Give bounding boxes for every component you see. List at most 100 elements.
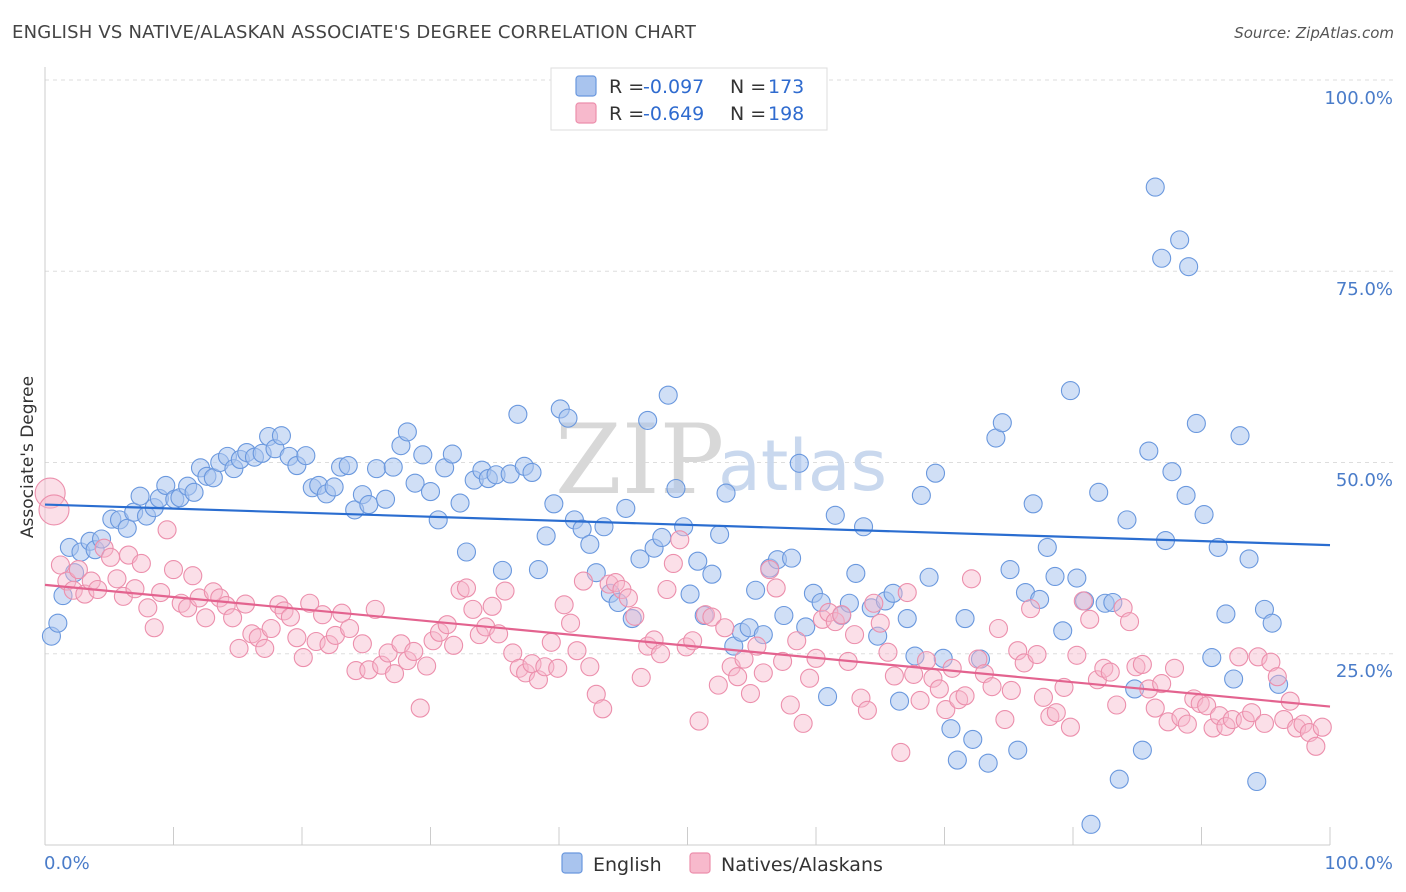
- english-point: [818, 687, 838, 707]
- x-tick-label: 100.0%: [1324, 853, 1393, 874]
- native-point: [904, 664, 924, 684]
- native-point: [787, 631, 807, 651]
- english-point: [572, 519, 592, 539]
- native-point: [417, 656, 437, 676]
- english-point: [1023, 494, 1043, 514]
- english-point: [925, 463, 946, 483]
- native-point: [1100, 662, 1120, 682]
- english-point: [428, 510, 448, 530]
- legend-n-value: 198: [768, 103, 804, 125]
- english-point: [1103, 592, 1123, 613]
- native-point: [897, 582, 917, 603]
- english-point: [450, 493, 470, 513]
- native-point: [456, 578, 477, 598]
- native-point: [313, 605, 333, 625]
- english-point: [1176, 485, 1196, 505]
- series-english-points: [41, 177, 1289, 834]
- native-point: [378, 643, 398, 663]
- english-point: [694, 605, 714, 626]
- english-point: [156, 475, 176, 496]
- english-point: [688, 551, 708, 571]
- native-point: [100, 547, 121, 567]
- english-point: [117, 518, 137, 538]
- native-point: [942, 658, 962, 678]
- native-point: [339, 618, 360, 639]
- native-point: [650, 644, 671, 664]
- english-point: [296, 446, 316, 466]
- english-point: [622, 609, 642, 629]
- y-tick-label: 25.0%: [1336, 661, 1393, 682]
- native-point: [157, 520, 177, 540]
- english-point: [1247, 771, 1267, 792]
- legend-swatch-english: [575, 75, 597, 97]
- english-point: [1162, 462, 1182, 482]
- native-point: [670, 530, 690, 550]
- english-point: [558, 408, 578, 428]
- native-point: [196, 608, 216, 628]
- source-label: Source: ZipAtlas.com: [1234, 24, 1394, 42]
- english-point: [1269, 674, 1289, 694]
- english-point: [710, 524, 730, 544]
- english-point: [702, 564, 722, 584]
- native-trend-line: [44, 583, 1331, 708]
- english-point: [544, 494, 564, 514]
- english-point: [508, 404, 528, 424]
- native-point: [444, 635, 464, 655]
- english-point: [911, 485, 931, 505]
- english-point: [638, 410, 658, 430]
- legend-r-value: -0.097: [643, 76, 704, 98]
- native-point: [144, 618, 164, 638]
- native-point: [1229, 647, 1249, 667]
- y-tick-label: 75.0%: [1336, 279, 1393, 300]
- legend-r-value: -0.649: [643, 103, 704, 125]
- english-point: [658, 385, 678, 405]
- native-point: [982, 677, 1002, 697]
- native-point: [753, 663, 773, 683]
- native-point: [261, 618, 281, 639]
- native-point: [352, 634, 372, 654]
- native-point: [1008, 641, 1028, 661]
- y-tick-label: 50.0%: [1336, 470, 1393, 491]
- english-point: [1067, 568, 1087, 588]
- english-point: [978, 753, 998, 773]
- native-point: [625, 606, 645, 626]
- native-point: [663, 553, 683, 574]
- native-point: [1267, 667, 1287, 687]
- native-point: [561, 613, 581, 633]
- native-point: [1306, 736, 1326, 756]
- english-point: [774, 605, 794, 626]
- native-point: [300, 593, 320, 613]
- native-point: [183, 566, 203, 586]
- legend-r-label: R =: [609, 103, 644, 125]
- native-point: [229, 638, 249, 658]
- native-point: [910, 690, 930, 710]
- native-point: [1197, 696, 1217, 716]
- native-point: [567, 641, 587, 661]
- native-point: [870, 613, 890, 633]
- english-point: [397, 422, 417, 442]
- english-point: [883, 583, 903, 603]
- native-point: [269, 595, 289, 615]
- english-point: [947, 750, 967, 770]
- native-point: [740, 683, 761, 704]
- trend-lines: [44, 503, 1331, 708]
- legend-frame: [550, 67, 828, 131]
- y-tick-label: 100.0%: [1324, 88, 1393, 109]
- english-point: [1139, 441, 1159, 461]
- english-point: [580, 534, 600, 554]
- native-point: [618, 588, 638, 608]
- x-tick-labels: 0.0% 100.0%: [44, 853, 1393, 874]
- english-point: [1053, 621, 1073, 641]
- native-point: [780, 695, 800, 715]
- english-point: [955, 609, 975, 629]
- english-point: [616, 498, 636, 518]
- english-point: [1202, 648, 1222, 668]
- native-point: [884, 666, 904, 686]
- english-point: [405, 473, 425, 493]
- x-tick-label: 0.0%: [44, 853, 90, 874]
- native-point: [1027, 644, 1047, 665]
- english-point: [359, 495, 379, 515]
- native-point: [593, 699, 613, 719]
- native-point: [599, 574, 619, 594]
